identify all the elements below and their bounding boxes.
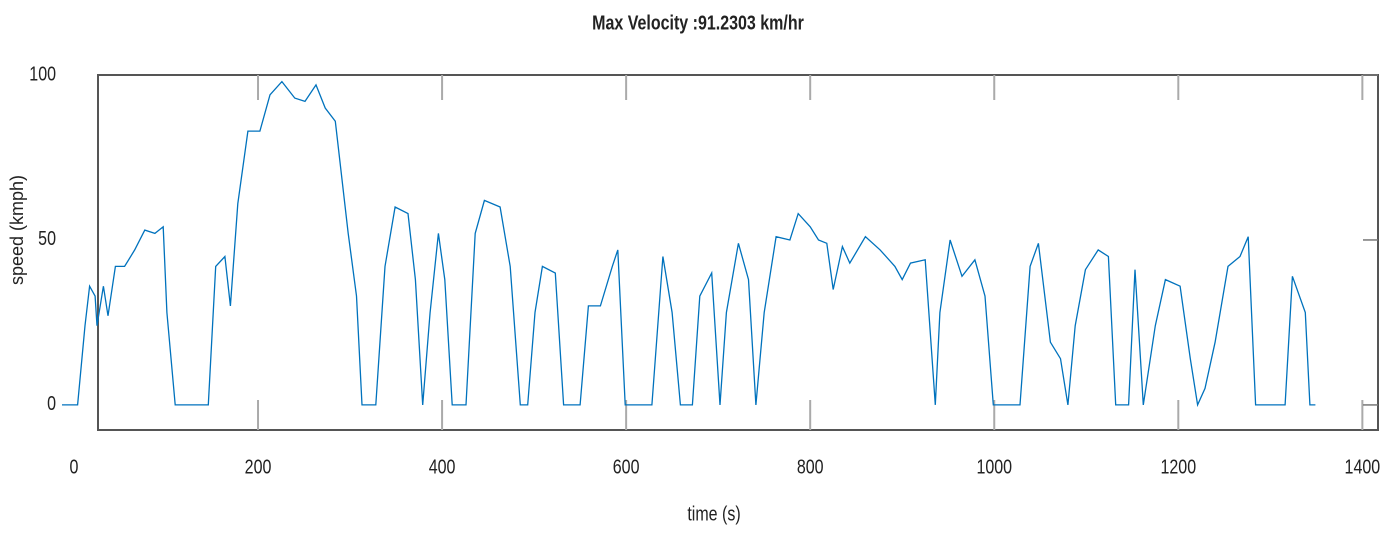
y-tick-label: 0 — [47, 393, 56, 415]
y-axis-label: speed (kmph) — [7, 175, 27, 285]
x-axis-label: time (s) — [687, 503, 740, 525]
x-tick-label: 400 — [429, 456, 456, 478]
chart-title: Max Velocity :91.2303 km/hr — [592, 12, 804, 34]
x-tick-label: 0 — [70, 456, 79, 478]
x-tick-label: 1400 — [1345, 456, 1381, 478]
x-tick-label: 800 — [797, 456, 824, 478]
x-tick-label: 1200 — [1160, 456, 1196, 478]
plot-box — [97, 74, 1379, 431]
x-tick-label: 1000 — [976, 456, 1012, 478]
x-tick-label: 200 — [245, 456, 272, 478]
x-tick-label: 600 — [613, 456, 640, 478]
y-tick-label: 50 — [38, 228, 56, 250]
y-tick-label: 100 — [29, 63, 56, 85]
speed-line — [62, 80, 1316, 408]
